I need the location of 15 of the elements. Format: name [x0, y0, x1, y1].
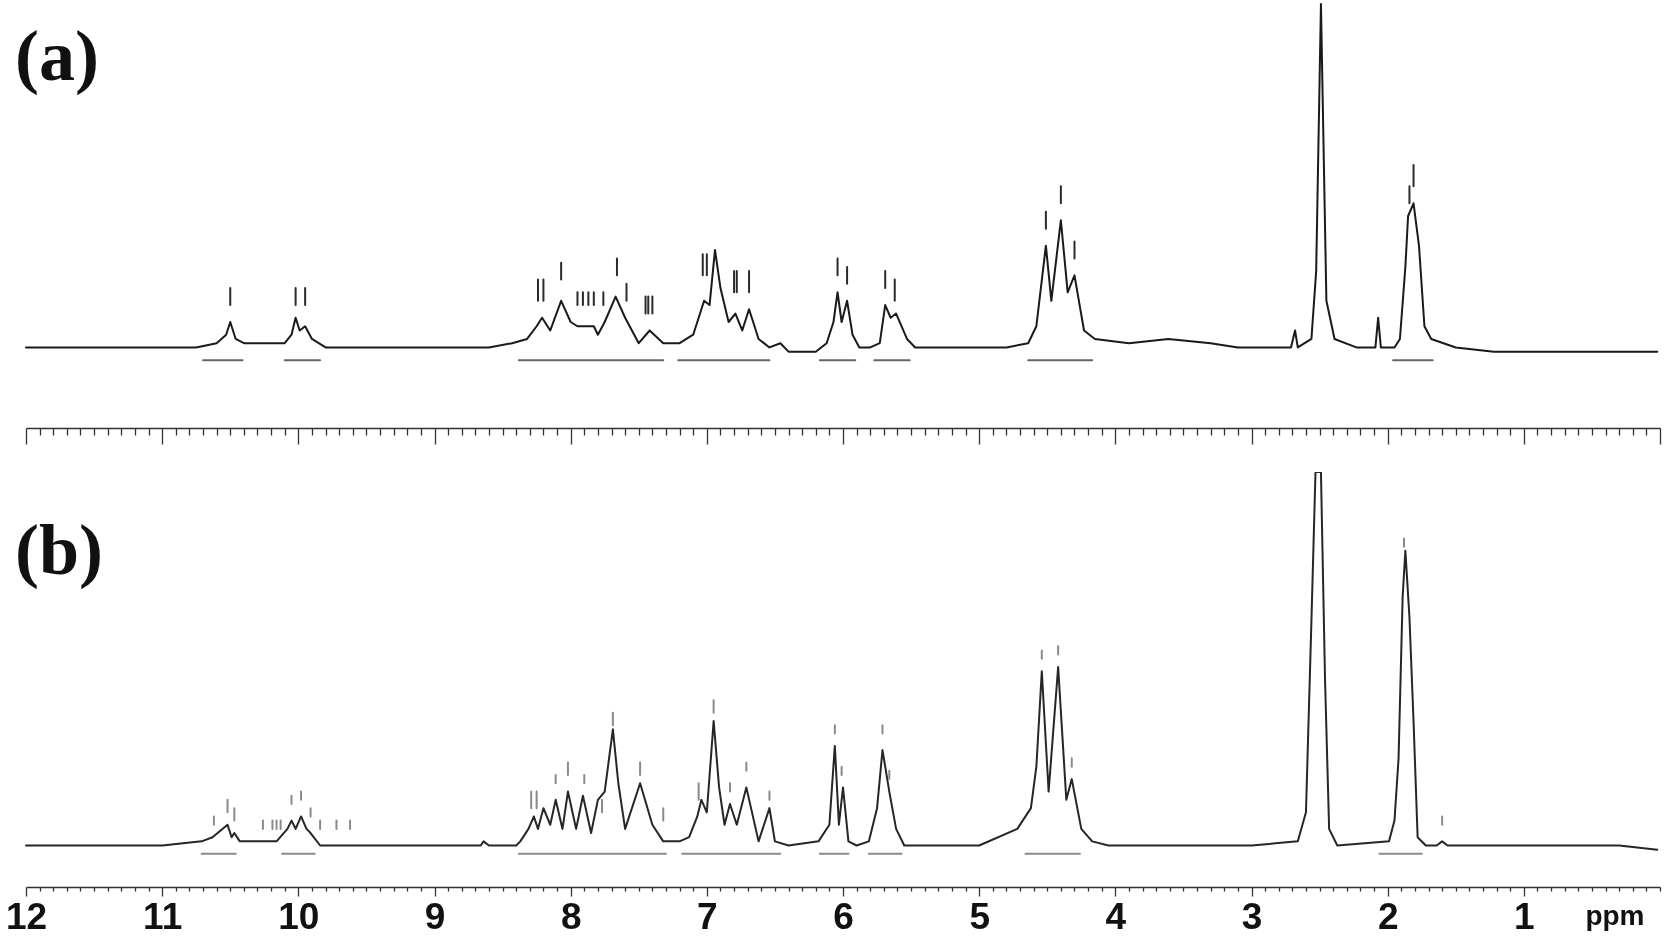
x-tick-label: 12 [5, 895, 48, 937]
x-tick-label: 11 [143, 895, 183, 937]
x-axis-title: ppm [1585, 899, 1645, 931]
x-tick-label: 2 [1377, 895, 1399, 937]
x-tick-label: 10 [278, 895, 320, 937]
x-tick-label: 1 [1514, 895, 1535, 937]
x-tick-label: 7 [697, 895, 718, 937]
chart-title: (a) [15, 16, 99, 96]
text: (b) [15, 510, 103, 590]
x-tick-label: 6 [833, 895, 854, 937]
x-tick-label: 3 [1241, 895, 1263, 937]
x-tick-label: 5 [969, 895, 990, 937]
x-tick-label: 4 [1105, 895, 1127, 937]
x-tick-label: 9 [424, 895, 446, 937]
x-tick-label: 8 [560, 895, 582, 937]
